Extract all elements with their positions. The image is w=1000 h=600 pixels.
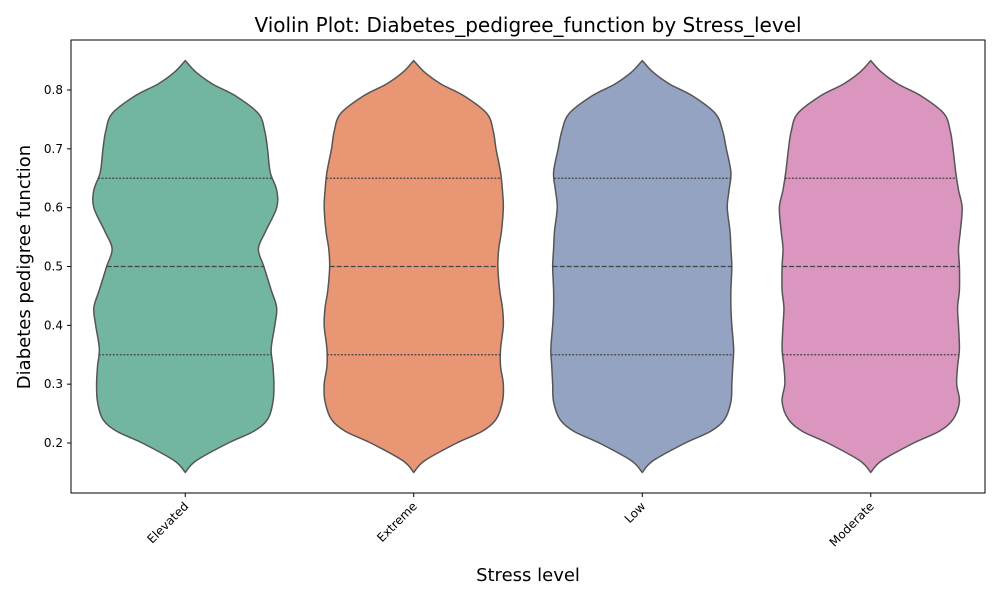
x-tick-label: Low — [622, 499, 649, 526]
y-tick-label: 0.5 — [44, 260, 63, 274]
y-tick-label: 0.7 — [44, 142, 63, 156]
violin-low — [550, 59, 735, 474]
y-tick-label: 0.8 — [44, 83, 63, 97]
x-tick-label: Elevated — [144, 499, 191, 546]
y-axis: 0.2 0.3 0.4 0.5 0.6 0.7 0.8 — [44, 83, 71, 450]
chart-title: Violin Plot: Diabetes_pedigree_function … — [254, 13, 801, 37]
y-tick-label: 0.6 — [44, 201, 63, 215]
x-axis-label: Stress level — [476, 565, 580, 586]
x-tick-label: Extreme — [374, 499, 420, 545]
violin-group — [92, 59, 963, 474]
y-tick-label: 0.2 — [44, 436, 63, 450]
y-axis-label: Diabetes pedigree function — [14, 145, 35, 389]
x-axis: Elevated Extreme Low Moderate — [144, 493, 877, 549]
y-tick-label: 0.4 — [44, 318, 63, 332]
y-tick-label: 0.3 — [44, 377, 63, 391]
x-tick-label: Moderate — [827, 499, 877, 549]
